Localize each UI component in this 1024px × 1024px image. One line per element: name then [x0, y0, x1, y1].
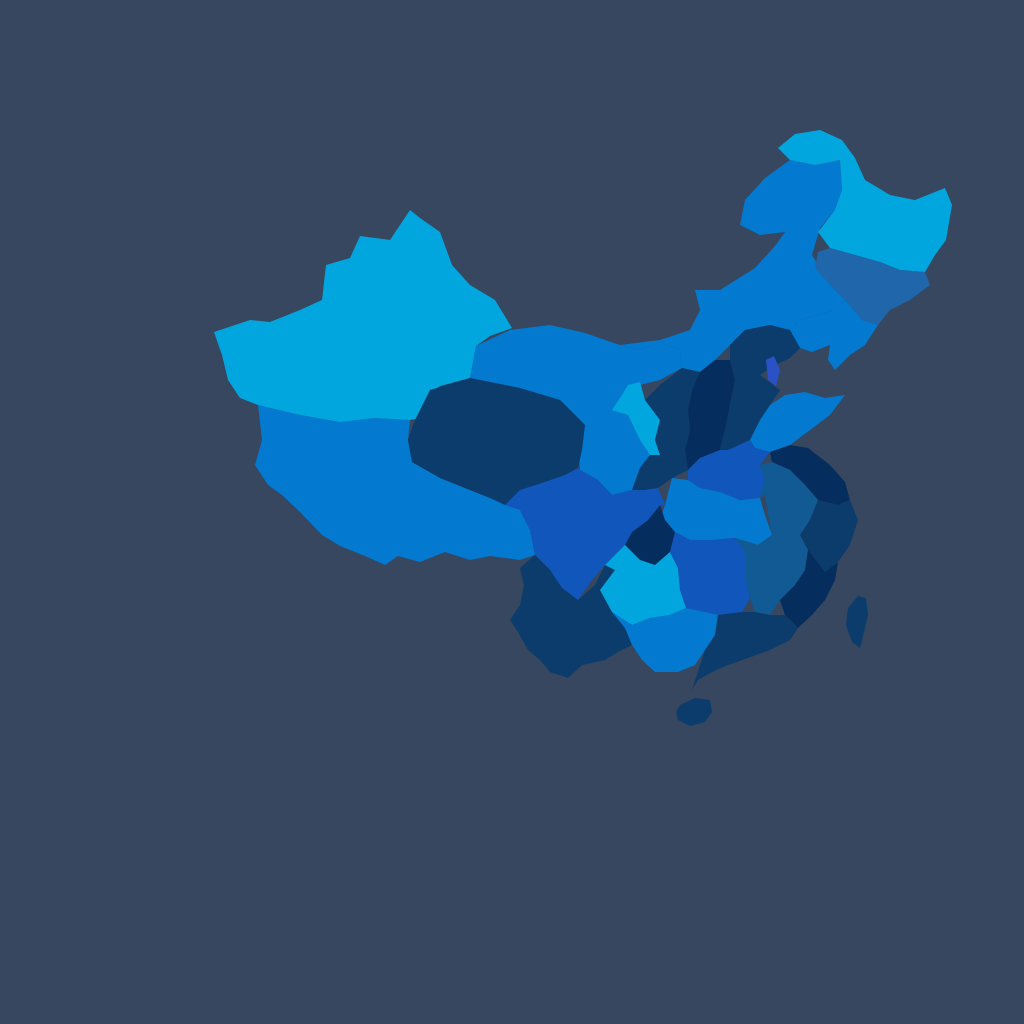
region-hunan[interactable]: [670, 532, 750, 615]
region-chongqing[interactable]: [625, 505, 675, 565]
region-shandong[interactable]: [750, 392, 845, 452]
region-tibet[interactable]: [255, 405, 535, 565]
region-hubei[interactable]: [660, 478, 772, 545]
region-hebei[interactable]: [720, 325, 800, 450]
region-jiangxi[interactable]: [735, 535, 808, 615]
region-guangdong[interactable]: [692, 612, 798, 690]
region-ningxia[interactable]: [612, 382, 660, 455]
region-heilongjiang[interactable]: [778, 130, 952, 272]
region-gansu[interactable]: [470, 325, 682, 495]
region-hainan[interactable]: [676, 698, 712, 726]
region-beijing[interactable]: [766, 356, 780, 386]
region-shanxi[interactable]: [685, 360, 735, 470]
region-liaoning[interactable]: [790, 300, 878, 370]
region-shaanxi[interactable]: [632, 368, 700, 490]
region-taiwan[interactable]: [846, 596, 868, 648]
region-anhui[interactable]: [760, 462, 818, 545]
region-henan[interactable]: [688, 440, 770, 500]
region-guangxi[interactable]: [612, 608, 718, 672]
region-yunnan[interactable]: [510, 555, 632, 678]
region-jilin[interactable]: [815, 248, 930, 325]
region-fujian[interactable]: [780, 550, 838, 628]
region-jiangsu[interactable]: [770, 445, 850, 505]
region-qinghai[interactable]: [408, 378, 585, 505]
region-zhejiang[interactable]: [800, 500, 858, 572]
region-xinjiang[interactable]: [214, 210, 512, 422]
region-sichuan[interactable]: [505, 468, 665, 600]
region-guizhou[interactable]: [600, 545, 686, 625]
region-inner-mongolia[interactable]: [620, 160, 845, 372]
